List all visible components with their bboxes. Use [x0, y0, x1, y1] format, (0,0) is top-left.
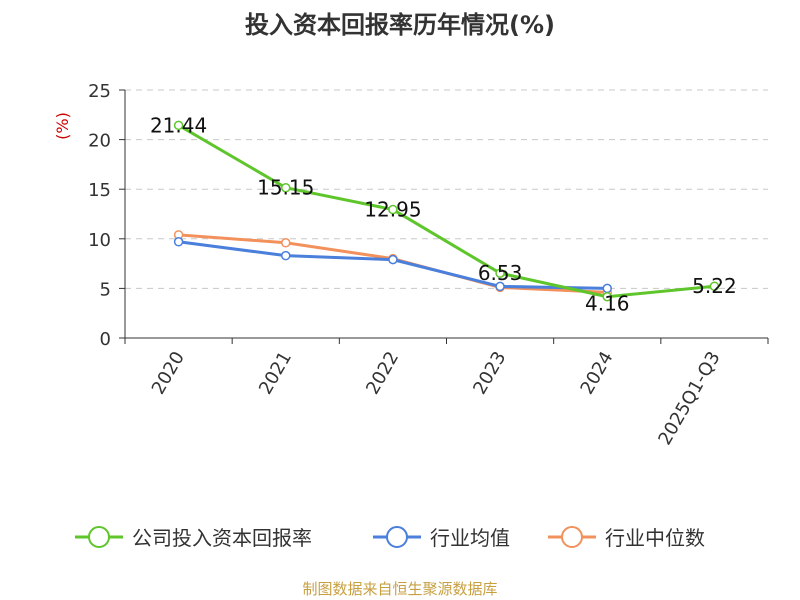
- data-labels: 21.44 15.15 12.95 6.53 4.16 5.22: [150, 113, 737, 315]
- legend-swatch-marker: [88, 526, 110, 548]
- x-tick-label: 2024: [576, 348, 617, 398]
- data-point: [495, 268, 505, 278]
- data-point: [281, 250, 291, 261]
- legend-label: 行业均值: [430, 526, 510, 550]
- data-point: [388, 204, 398, 215]
- data-label: 12.95: [364, 198, 421, 222]
- data-point: [709, 281, 720, 291]
- legend-swatch-marker: [386, 526, 408, 548]
- data-label: 5.22: [692, 274, 737, 298]
- legend: 公司投入资本回报率 行业均值 行业中位数: [75, 526, 705, 550]
- series-lines: [173, 120, 720, 302]
- legend-swatch-marker: [561, 526, 583, 548]
- source-note: 制图数据来自恒生聚源数据库: [302, 580, 497, 598]
- legend-label: 行业中位数: [605, 526, 705, 550]
- data-label: 21.44: [150, 113, 207, 137]
- data-point: [173, 237, 184, 247]
- x-tick-label: 2023: [469, 348, 510, 398]
- data-point: [281, 182, 291, 193]
- data-label: 15.15: [257, 176, 314, 200]
- series-line: [177, 124, 715, 299]
- x-tick-label: 2022: [362, 348, 403, 398]
- data-point: [281, 238, 291, 248]
- y-tick-label: 0: [100, 329, 111, 350]
- data-point: [388, 254, 398, 265]
- x-tick-label: 2020: [148, 348, 189, 398]
- y-tick-label: 25: [88, 81, 111, 102]
- data-point: [173, 120, 184, 131]
- legend-label: 公司投入资本回报率: [132, 526, 312, 550]
- y-axis-label: (%): [53, 112, 72, 140]
- data-label: 6.53: [478, 261, 523, 285]
- data-point: [602, 291, 612, 302]
- grid-lines: [125, 89, 768, 289]
- y-tick-label: 5: [100, 279, 111, 300]
- chart-title: 投入资本回报率历年情况(%): [245, 11, 555, 39]
- y-tick-label: 20: [88, 131, 111, 152]
- x-tick-label: 2025Q1-Q3: [654, 348, 724, 449]
- y-tick-label: 10: [88, 230, 111, 251]
- x-tick-label: 2021: [255, 348, 296, 398]
- data-label: 4.16: [585, 292, 630, 316]
- data-point: [495, 281, 505, 292]
- y-tick-label: 15: [88, 180, 111, 201]
